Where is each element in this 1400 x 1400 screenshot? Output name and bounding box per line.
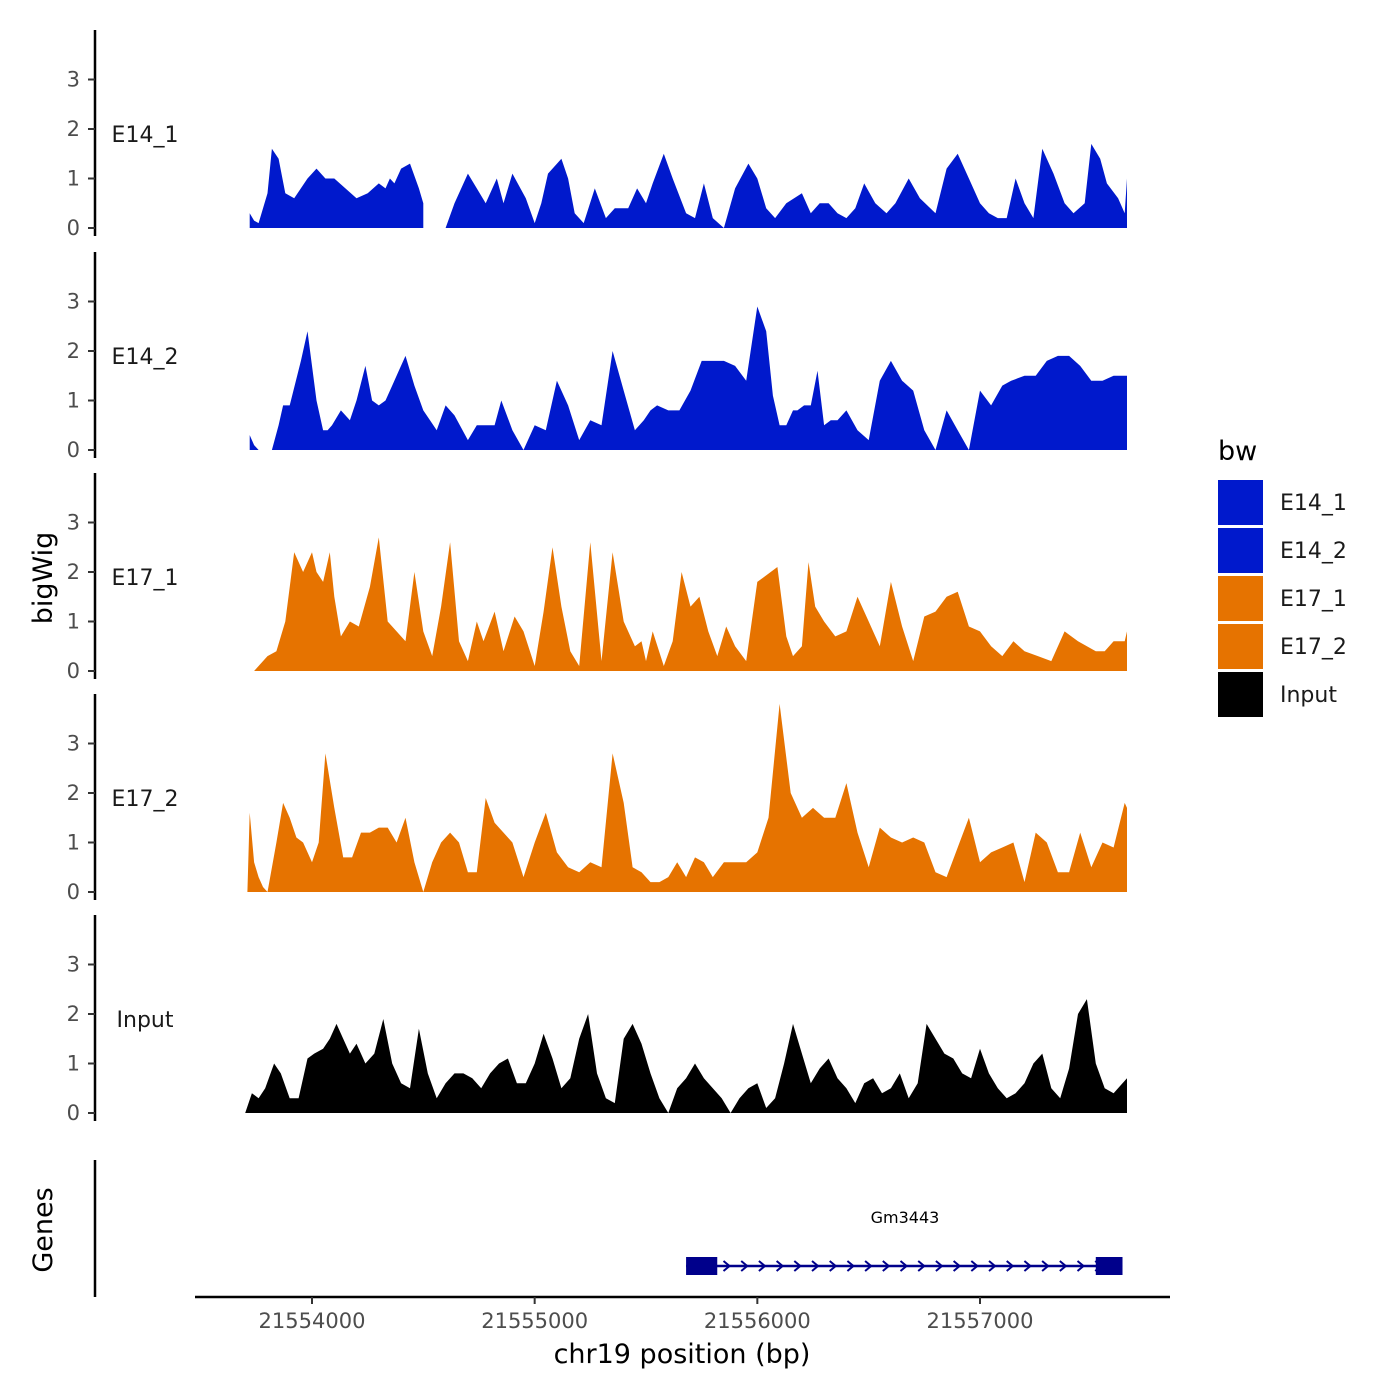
- track-label: E17_2: [112, 787, 179, 812]
- strand-arrow: [1006, 1260, 1015, 1272]
- x-tick-label: 21556000: [704, 1309, 811, 1333]
- y-tick-label: 0: [67, 216, 80, 240]
- strand-arrow: [899, 1260, 909, 1272]
- strand-arrow: [740, 1260, 749, 1272]
- track-label: E14_1: [112, 123, 179, 148]
- y-tick-label: 0: [67, 1101, 80, 1125]
- track-E14_2: 0 1 2 3 E14_2: [67, 252, 1127, 462]
- y-tick-label: 0: [67, 659, 80, 683]
- y-tick-label: 0: [67, 438, 80, 462]
- strand-arrow: [722, 1260, 732, 1272]
- legend-label: Input: [1280, 683, 1337, 708]
- y-tick-label: 3: [67, 953, 80, 977]
- legend-label: E14_1: [1280, 491, 1347, 516]
- y-tick-label: 1: [67, 167, 80, 191]
- signal-area-Input: [245, 999, 1127, 1113]
- strand-arrow: [970, 1260, 979, 1272]
- strand-arrow: [758, 1260, 767, 1272]
- signal-area-E17_2: [247, 703, 1127, 892]
- y-tick-label: 2: [67, 1002, 80, 1026]
- y-tick-label: 2: [67, 781, 80, 805]
- y-tick-label: 2: [67, 339, 80, 363]
- legend-label: E17_2: [1280, 635, 1347, 660]
- x-tick-label: 21555000: [481, 1309, 588, 1333]
- y-tick-label: 1: [67, 389, 80, 413]
- legend-swatch-E17_1: [1218, 576, 1263, 621]
- strand-arrow: [775, 1260, 785, 1272]
- strand-arrow: [917, 1260, 926, 1272]
- legend-swatch-E17_2: [1218, 624, 1263, 669]
- genes-panel: Gm3443: [93, 1160, 1123, 1297]
- signal-area-E14_2: [249, 306, 1127, 450]
- gene-label: Gm3443: [871, 1208, 940, 1227]
- strand-arrow: [1041, 1260, 1050, 1272]
- gene-exon: [686, 1257, 718, 1275]
- y-tick-label: 3: [67, 732, 80, 756]
- y-tick-label: 2: [67, 560, 80, 584]
- genes-axis-title: Genes: [28, 1187, 59, 1272]
- legend-swatch-Input: [1218, 672, 1263, 717]
- legend-label: E17_1: [1280, 587, 1347, 612]
- legend-swatch-E14_1: [1218, 480, 1263, 525]
- x-tick-label: 21557000: [927, 1309, 1034, 1333]
- y-tick-label: 0: [67, 880, 80, 904]
- gene-Gm3443: Gm3443: [686, 1208, 1123, 1275]
- x-axis: 21554000 21555000 21556000 21557000: [195, 1295, 1170, 1333]
- strand-arrow: [793, 1260, 802, 1272]
- signal-area-E14_1: [249, 148, 424, 228]
- y-tick-label: 1: [67, 610, 80, 634]
- strand-arrow: [846, 1260, 855, 1272]
- track-E17_2: 0 1 2 3 E17_2: [67, 694, 1127, 904]
- y-axis-title: bigWig: [28, 532, 59, 625]
- y-tick-label: 2: [67, 117, 80, 141]
- strand-arrow: [988, 1260, 997, 1272]
- strand-arrow: [1023, 1260, 1032, 1272]
- y-tick-label: 1: [67, 1052, 80, 1076]
- track-label: E14_2: [112, 345, 179, 370]
- legend-label: E14_2: [1280, 539, 1347, 564]
- track-Input: 0 1 2 3 Input: [67, 915, 1127, 1125]
- legend-title: bw: [1218, 436, 1257, 467]
- strand-arrow: [811, 1260, 820, 1272]
- y-tick-label: 1: [67, 831, 80, 855]
- strand-arrow: [1076, 1260, 1086, 1272]
- signal-tracks: 0 1 2 3 E14_1 0 1 2 3 E14_2 0 1 2 3 E17_1 0 1 2 3 E17_2 0 1 2 3…: [67, 30, 1127, 1125]
- y-tick-label: 3: [67, 511, 80, 535]
- track-E17_1: 0 1 2 3 E17_1: [67, 473, 1127, 683]
- signal-area-E17_1: [249, 537, 1127, 671]
- signal-area-E14_1: [436, 143, 1127, 228]
- strand-arrow: [882, 1260, 891, 1272]
- strand-arrow: [864, 1260, 873, 1272]
- y-tick-label: 3: [67, 290, 80, 314]
- y-tick-label: 3: [67, 68, 80, 92]
- legend: bw E14_1 E14_2 E17_1 E17_2 Input: [1218, 436, 1347, 717]
- strand-arrow: [952, 1260, 962, 1272]
- gene-exon: [1095, 1257, 1123, 1275]
- strand-arrow: [935, 1260, 944, 1272]
- track-label: E17_1: [112, 566, 179, 591]
- x-axis-title: chr19 position (bp): [554, 1339, 811, 1370]
- track-label: Input: [117, 1008, 174, 1033]
- legend-swatch-E14_2: [1218, 528, 1263, 573]
- strand-arrow: [1059, 1260, 1068, 1272]
- x-tick-label: 21554000: [259, 1309, 366, 1333]
- track-E14_1: 0 1 2 3 E14_1: [67, 30, 1127, 240]
- strand-arrow: [829, 1260, 838, 1272]
